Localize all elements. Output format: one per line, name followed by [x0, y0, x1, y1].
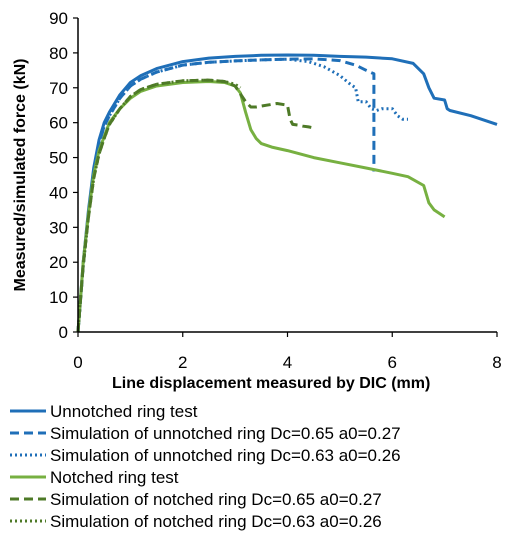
series-line-4 — [76, 80, 446, 333]
x-tick-label: 4 — [283, 353, 292, 372]
series-line-3 — [76, 57, 408, 333]
series-line-5 — [76, 78, 314, 333]
y-tick-label: 10 — [49, 288, 68, 307]
y-tick-label: 90 — [49, 9, 68, 28]
y-tick-label: 30 — [49, 218, 68, 237]
x-axis-label: Line displacement measured by DIC (mm) — [112, 375, 430, 392]
y-tick-label: 70 — [49, 79, 68, 98]
y-tick-label: 60 — [49, 114, 68, 133]
series-line-6 — [76, 78, 242, 333]
plot-area — [76, 53, 498, 333]
legend-label-4: Notched ring test — [50, 468, 179, 487]
legend-label-3: Simulation of unnotched ring Dc=0.63 a0=… — [50, 446, 401, 465]
x-ticks: 0 2 4 6 8 — [73, 332, 502, 372]
legend-label-6: Simulation of notched ring Dc=0.63 a0=0.… — [50, 512, 382, 531]
y-tick-label: 40 — [49, 183, 68, 202]
y-tick-label: 50 — [49, 149, 68, 168]
x-tick-label: 0 — [73, 353, 82, 372]
x-tick-label: 2 — [178, 353, 187, 372]
y-tick-label: 80 — [49, 44, 68, 63]
y-ticks: 0 10 20 30 40 50 60 70 80 90 — [49, 9, 78, 342]
y-tick-label: 20 — [49, 253, 68, 272]
series-line-2 — [76, 57, 376, 333]
y-tick-label: 0 — [59, 323, 68, 342]
x-tick-label: 6 — [388, 353, 397, 372]
y-axis-label: Measured/simulated force (kN) — [12, 59, 29, 292]
x-tick-label: 8 — [492, 353, 501, 372]
series-line-1 — [76, 53, 498, 333]
legend: Unnotched ring test Simulation of unnotch… — [10, 402, 401, 531]
legend-label-5: Simulation of notched ring Dc=0.65 a0=0.… — [50, 490, 382, 509]
legend-label-1: Unnotched ring test — [50, 402, 198, 421]
legend-label-2: Simulation of unnotched ring Dc=0.65 a0=… — [50, 424, 401, 443]
